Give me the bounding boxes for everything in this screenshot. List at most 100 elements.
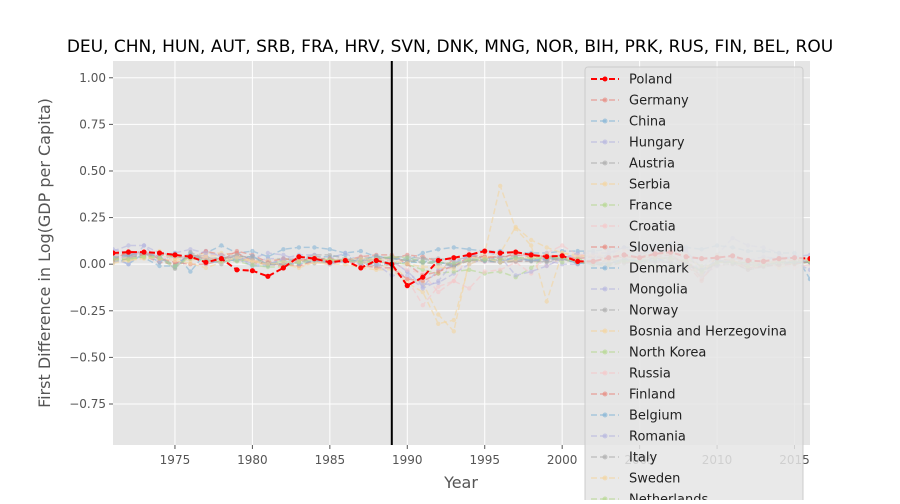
data-point bbox=[497, 250, 503, 256]
data-point bbox=[529, 269, 534, 274]
data-point bbox=[544, 263, 549, 269]
data-point bbox=[451, 329, 456, 334]
x-tick-label: 1990 bbox=[392, 453, 423, 467]
data-point bbox=[451, 255, 457, 261]
data-point bbox=[404, 283, 410, 289]
data-point bbox=[125, 249, 132, 255]
legend-swatch-marker bbox=[602, 433, 608, 439]
data-point bbox=[250, 248, 255, 254]
data-point bbox=[467, 267, 472, 272]
legend-swatch-marker bbox=[602, 454, 608, 460]
data-point bbox=[113, 247, 116, 252]
data-point bbox=[234, 248, 240, 254]
y-tick-label: −0.75 bbox=[69, 397, 106, 411]
series-line bbox=[113, 255, 810, 273]
data-point bbox=[296, 260, 302, 265]
data-point bbox=[296, 245, 302, 250]
data-point bbox=[157, 255, 162, 260]
legend-entry: France bbox=[591, 199, 672, 214]
data-point bbox=[544, 250, 549, 256]
legend-entry: Sweden bbox=[591, 472, 680, 487]
legend-label: Russia bbox=[629, 367, 671, 382]
legend-swatch-marker bbox=[602, 328, 608, 334]
data-point bbox=[157, 263, 162, 269]
series-line bbox=[113, 237, 810, 286]
data-point bbox=[560, 260, 565, 265]
legend-label: China bbox=[629, 115, 666, 130]
series-line bbox=[113, 254, 810, 271]
data-point bbox=[807, 276, 810, 282]
legend-entry: Bosnia and Herzegovina bbox=[591, 325, 787, 340]
legend-swatch-marker bbox=[602, 349, 608, 355]
data-point bbox=[126, 243, 131, 248]
y-axis-label: First Difference in Log(GDP per Capita) bbox=[35, 98, 54, 408]
data-point bbox=[374, 267, 379, 272]
legend-label: Germany bbox=[629, 94, 689, 109]
data-point bbox=[435, 257, 441, 264]
data-point bbox=[544, 245, 549, 250]
data-point bbox=[466, 252, 472, 258]
legend-label: Croatia bbox=[629, 220, 676, 235]
y-tick-label: 0.00 bbox=[79, 257, 106, 271]
data-point bbox=[250, 259, 255, 264]
data-point bbox=[250, 262, 255, 268]
data-point bbox=[544, 254, 550, 260]
data-point bbox=[188, 261, 193, 266]
data-point bbox=[405, 255, 410, 260]
data-point bbox=[113, 261, 116, 266]
legend-entry: Poland bbox=[591, 73, 672, 88]
data-point bbox=[234, 255, 240, 260]
y-axis-ticks: −0.75 −0.50 −0.25 0.00 0.25 0.50 0.75 1.00 bbox=[69, 71, 113, 411]
data-point bbox=[807, 252, 810, 258]
data-point bbox=[342, 257, 348, 264]
data-point bbox=[358, 260, 363, 265]
data-point bbox=[296, 265, 302, 271]
x-tick-label: 1985 bbox=[315, 453, 346, 467]
legend-entry: China bbox=[591, 115, 666, 130]
legend-swatch-marker bbox=[602, 412, 608, 418]
data-point bbox=[156, 250, 163, 256]
legend-entry: Denmark bbox=[591, 262, 689, 277]
x-tick-label: 1980 bbox=[237, 453, 268, 467]
legend-label: Sweden bbox=[629, 472, 680, 487]
data-point bbox=[265, 264, 271, 270]
data-point bbox=[249, 268, 255, 274]
data-point bbox=[451, 245, 456, 250]
data-point bbox=[203, 259, 209, 265]
data-point bbox=[482, 248, 488, 254]
data-point bbox=[420, 259, 425, 264]
data-point bbox=[265, 250, 271, 256]
data-point bbox=[420, 250, 425, 256]
data-point bbox=[807, 256, 810, 262]
legend-label: Serbia bbox=[629, 178, 670, 193]
legend-swatch-marker bbox=[602, 139, 608, 145]
legend-label: France bbox=[629, 199, 672, 214]
legend-swatch-marker bbox=[602, 307, 608, 313]
y-tick-label: 0.25 bbox=[79, 211, 106, 225]
data-point bbox=[420, 274, 426, 280]
data-point bbox=[529, 243, 534, 248]
data-point bbox=[498, 267, 503, 272]
data-point bbox=[405, 267, 410, 272]
data-point bbox=[451, 278, 456, 284]
legend-entry: Mongolia bbox=[591, 283, 688, 298]
legend-entry: Serbia bbox=[591, 178, 670, 193]
data-point bbox=[529, 237, 534, 243]
data-point bbox=[467, 247, 472, 252]
data-point bbox=[436, 312, 441, 317]
legend-label: Hungary bbox=[629, 136, 685, 151]
legend-label: Italy bbox=[629, 451, 658, 466]
data-point bbox=[451, 317, 456, 323]
data-point bbox=[280, 265, 286, 271]
data-point bbox=[436, 247, 441, 252]
x-tick-label: 2000 bbox=[547, 453, 578, 467]
legend-label: North Korea bbox=[629, 346, 706, 361]
data-point bbox=[529, 265, 534, 271]
legend-label: Finland bbox=[629, 388, 675, 403]
legend-swatch-marker bbox=[602, 160, 608, 166]
legend-label: Norway bbox=[629, 304, 679, 319]
y-tick-label: 0.75 bbox=[79, 117, 106, 131]
data-point bbox=[141, 249, 147, 255]
data-point bbox=[234, 267, 240, 273]
